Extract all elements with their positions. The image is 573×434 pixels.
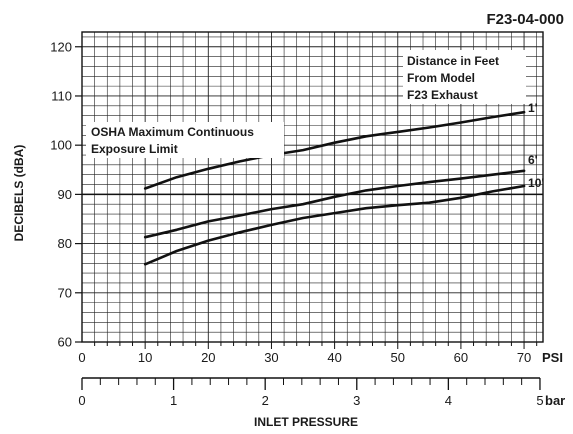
psi-tick-label: 30 [264, 350, 278, 365]
series-line-2 [143, 169, 526, 239]
y-axis-title: DECIBELS (dBA) [12, 145, 26, 242]
y-tick-label: 90 [58, 187, 72, 202]
y-tick-label: 60 [58, 335, 72, 350]
plot-border [81, 31, 544, 343]
bar-tick-label: 5 [536, 393, 543, 408]
bar-tick-label: 3 [353, 393, 360, 408]
psi-tick-label: 20 [201, 350, 215, 365]
bar-tick-label: 2 [262, 393, 269, 408]
y-tick-label: 70 [58, 285, 72, 300]
psi-tick-label: 0 [78, 350, 85, 365]
bar-tick-label: 4 [445, 393, 452, 408]
x-axis-title: INLET PRESSURE [254, 415, 358, 429]
series-line-3 [143, 184, 526, 266]
tick-labels: 60 70 80 90 100 110 120 0 10 20 30 40 50 60 70 0 1 2 3 4 5 [50, 39, 543, 408]
psi-tick-label: 60 [454, 350, 468, 365]
y-tick-label: 110 [51, 88, 72, 103]
osha-label-line-1: OSHA Maximum Continuous [91, 125, 254, 139]
series-lines [143, 110, 526, 266]
y-tick-label: 120 [50, 39, 72, 54]
psi-tick-label: 70 [517, 350, 531, 365]
plot-frame [81, 31, 544, 343]
series-line-1 [143, 110, 526, 190]
psi-tick-label: 50 [391, 350, 405, 365]
series-label-3: 10' [528, 176, 544, 190]
series-label-1: 1' [528, 101, 538, 115]
legend-title-line-1: Distance in Feet [407, 54, 499, 68]
bar-tick-label: 1 [170, 393, 177, 408]
x-unit-psi: PSI [542, 350, 563, 365]
series-label-2: 6' [528, 153, 538, 167]
legend-title-line-2: From Model [407, 71, 475, 85]
axis-ticks [75, 46, 541, 390]
legend-title-line-3: F23 Exhaust [407, 88, 478, 102]
osha-label-line-2: Exposure Limit [91, 142, 178, 156]
osha-label-box [86, 122, 284, 158]
series-labels: 1' 6' 10' [528, 101, 544, 190]
figure-id: F23-04-000 [486, 11, 564, 28]
bar-tick-label: 0 [78, 393, 85, 408]
psi-tick-label: 40 [327, 350, 341, 365]
x-unit-bar: bar [545, 393, 565, 408]
psi-tick-label: 10 [138, 350, 152, 365]
legend-title-box [403, 50, 526, 104]
y-tick-label: 80 [58, 236, 72, 251]
y-tick-label: 100 [50, 138, 72, 153]
